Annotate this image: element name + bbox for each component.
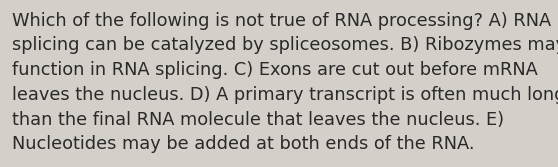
Text: Which of the following is not true of RNA processing? A) RNA
splicing can be cat: Which of the following is not true of RN… [12,12,558,153]
